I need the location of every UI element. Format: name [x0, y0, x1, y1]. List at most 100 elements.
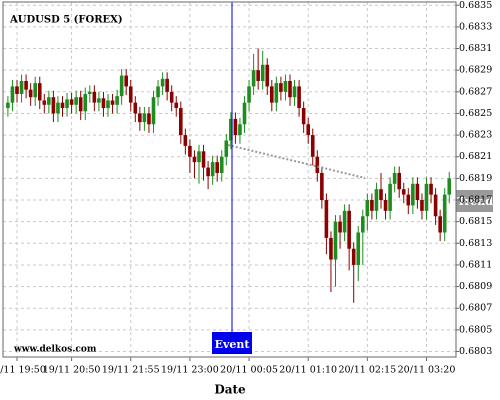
y-tick-label: 0.6807: [459, 303, 492, 314]
x-tick-label: 19/11 20:50: [43, 365, 101, 376]
x-tick-label: 19/11 21:55: [102, 365, 160, 376]
candle-body: [361, 216, 365, 233]
y-tick-label: 0.6815: [459, 216, 492, 227]
candle-body: [406, 194, 411, 206]
candle-body: [56, 102, 60, 114]
candle-body: [69, 99, 74, 105]
candle-body: [42, 100, 47, 105]
candle-body: [370, 200, 374, 211]
y-tick-label: 0.6825: [459, 108, 492, 119]
candle-body: [310, 135, 315, 157]
candle-body: [442, 194, 447, 233]
candle-body: [215, 162, 219, 173]
x-tick-label: 19/11 23:00: [161, 365, 219, 376]
candle-body: [297, 86, 301, 109]
candle-body: [315, 156, 320, 173]
candles: [6, 48, 452, 303]
candle-body: [301, 108, 306, 125]
candle-body: [338, 221, 342, 233]
candle-body: [51, 97, 56, 114]
candle-body: [242, 102, 247, 125]
candle-body: [274, 83, 279, 103]
candle-body: [265, 64, 270, 87]
y-tick-label: 0.6809: [459, 281, 492, 292]
candle-body: [74, 97, 78, 105]
grid: [3, 2, 456, 358]
x-tick-label: 20/11 00:05: [220, 365, 278, 376]
candle-body: [342, 210, 347, 233]
candle-body: [206, 167, 210, 177]
y-tick-label: 0.6813: [459, 238, 492, 249]
y-tick-label: 0.6829: [459, 65, 492, 76]
candle-body: [188, 145, 192, 157]
candle-body: [210, 162, 215, 177]
candle-body: [179, 108, 183, 136]
y-tick-label: 0.6811: [459, 259, 492, 270]
candle-body: [60, 102, 65, 109]
candle-body: [247, 86, 251, 103]
x-axis-label: Date: [214, 383, 246, 397]
candle-body: [169, 91, 174, 103]
y-tick-label: 0.6823: [459, 130, 492, 141]
event-box: [212, 332, 252, 354]
candle-body: [219, 156, 224, 173]
y-tick-label: 0.6803: [459, 346, 492, 357]
y-tick-label: 0.6831: [459, 43, 492, 54]
candle-body: [320, 172, 324, 201]
x-tick-label: 20/11 02:15: [338, 365, 396, 376]
x-tick-label: 19/11 19:50: [0, 365, 46, 376]
candle-body: [379, 189, 383, 201]
candle-body: [183, 135, 188, 146]
candle-body: [411, 183, 415, 206]
candle-body: [47, 97, 51, 105]
candle-body: [365, 200, 370, 217]
candle-body: [101, 98, 106, 109]
candle-body: [388, 183, 392, 211]
candle-body: [88, 91, 92, 94]
candle-body: [97, 98, 101, 103]
event-label: Event: [215, 338, 251, 351]
chart-title: AUDUSD 5 (FOREX): [9, 15, 123, 26]
candle-body: [356, 232, 361, 265]
candle-body: [374, 189, 379, 211]
candle-body: [324, 200, 329, 238]
plot-frame: [2, 1, 457, 358]
candle-body: [283, 80, 288, 92]
candle-body: [28, 89, 33, 98]
candle-body: [238, 124, 242, 136]
candle-body: [447, 178, 452, 195]
candle-body: [392, 172, 397, 184]
y-tick-label: 0.6835: [459, 0, 492, 11]
candle-body: [260, 64, 265, 81]
candle-body: [37, 83, 42, 101]
candle-body: [124, 75, 128, 87]
candle-body: [256, 70, 260, 81]
y-tick-label: 0.6821: [459, 151, 492, 162]
candle-body: [128, 86, 133, 103]
candle-body: [19, 80, 24, 94]
candle-body: [424, 183, 429, 211]
candle-body: [224, 140, 229, 157]
candle-body: [142, 113, 147, 123]
watermark: www.delkos.com: [13, 345, 97, 355]
candle-body: [115, 96, 119, 105]
candle-body: [201, 151, 206, 168]
candle-body: [78, 97, 83, 112]
trend-label: Trend: [457, 195, 493, 208]
candle-body: [83, 93, 88, 112]
candle-body: [401, 189, 406, 195]
candle-body: [138, 113, 142, 123]
candle-body: [229, 118, 233, 141]
candle-body: [92, 91, 97, 103]
candle-body: [433, 194, 438, 217]
candle-body: [10, 86, 15, 103]
candle-body: [288, 80, 292, 98]
candle-body: [251, 70, 256, 87]
candle-body: [156, 86, 160, 98]
candle-body: [429, 183, 433, 195]
candle-body: [33, 83, 37, 98]
candle-body: [438, 216, 442, 233]
candle-body: [6, 102, 10, 109]
candle-body: [151, 97, 156, 125]
